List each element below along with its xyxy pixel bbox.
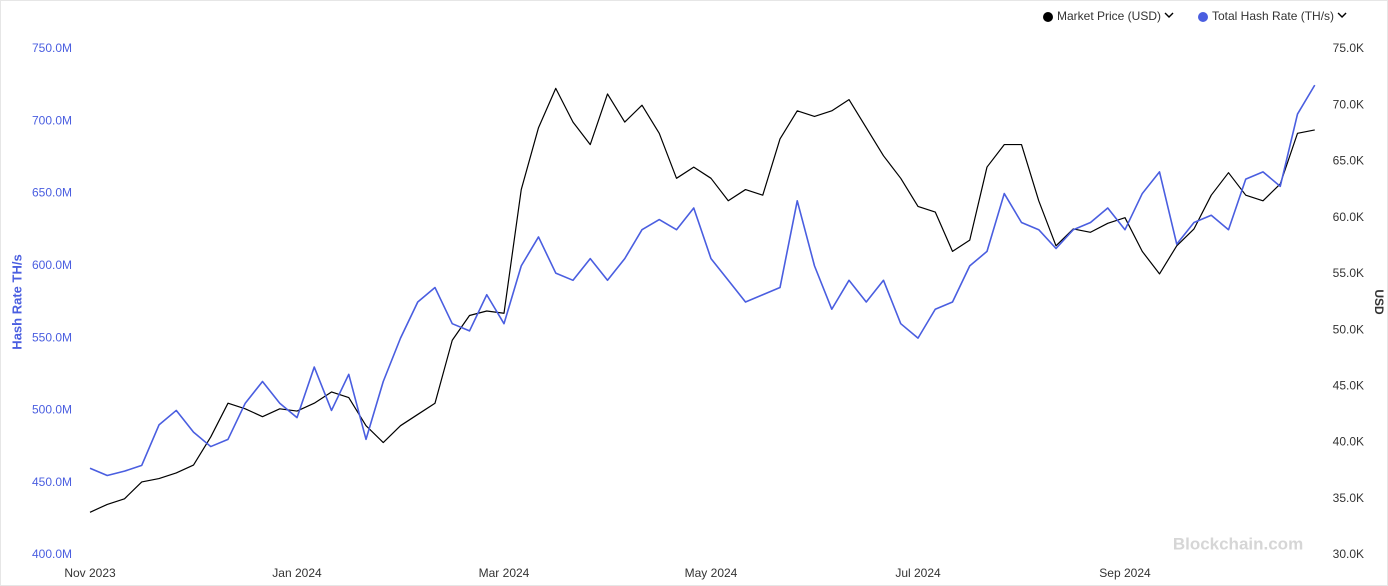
legend-label: Market Price (USD) — [1057, 9, 1161, 23]
legend-marker — [1043, 12, 1053, 22]
watermark: Blockchain.com — [1173, 534, 1303, 553]
legend-dropdown[interactable] — [1337, 12, 1347, 18]
x-tick-label: Sep 2024 — [1099, 566, 1151, 580]
y-tick-label: 400.0M — [32, 547, 72, 561]
legend-dropdown[interactable] — [1164, 12, 1174, 18]
y-tick-label: 650.0M — [32, 186, 72, 200]
legend-item[interactable]: Market Price (USD) — [1043, 9, 1174, 23]
x-tick-label: Jan 2024 — [272, 566, 322, 580]
x-tick-label: May 2024 — [685, 566, 738, 580]
x-tick-label: Nov 2023 — [64, 566, 116, 580]
y-tick-label: 700.0M — [32, 113, 72, 127]
y2-tick-label: 65.0K — [1333, 154, 1364, 168]
y2-axis-title: USD — [1372, 289, 1386, 315]
legend-label: Total Hash Rate (TH/s) — [1212, 9, 1334, 23]
y-tick-label: 500.0M — [32, 403, 72, 417]
y-tick-label: 450.0M — [32, 475, 72, 489]
y2-tick-label: 50.0K — [1333, 322, 1364, 336]
y-tick-label: 600.0M — [32, 258, 72, 272]
series-line — [89, 87, 1315, 513]
y2-tick-label: 75.0K — [1333, 41, 1364, 55]
y-axis-title: Hash Rate TH/s — [9, 254, 24, 349]
y2-tick-label: 55.0K — [1333, 266, 1364, 280]
legend: Market Price (USD) Total Hash Rate (TH/s) — [1043, 9, 1347, 23]
x-tick-label: Jul 2024 — [895, 566, 941, 580]
y2-tick-label: 35.0K — [1333, 491, 1364, 505]
y2-tick-label: 60.0K — [1333, 210, 1364, 224]
series-line — [89, 84, 1316, 477]
x-tick-label: Mar 2024 — [479, 566, 530, 580]
y-tick-label: 750.0M — [32, 41, 72, 55]
y-tick-label: 550.0M — [32, 330, 72, 344]
legend-marker — [1198, 12, 1208, 22]
y2-tick-label: 45.0K — [1333, 379, 1364, 393]
y2-tick-label: 30.0K — [1333, 547, 1364, 561]
legend-item[interactable]: Total Hash Rate (TH/s) — [1198, 9, 1347, 23]
y2-tick-label: 40.0K — [1333, 435, 1364, 449]
y2-tick-label: 70.0K — [1333, 97, 1364, 111]
